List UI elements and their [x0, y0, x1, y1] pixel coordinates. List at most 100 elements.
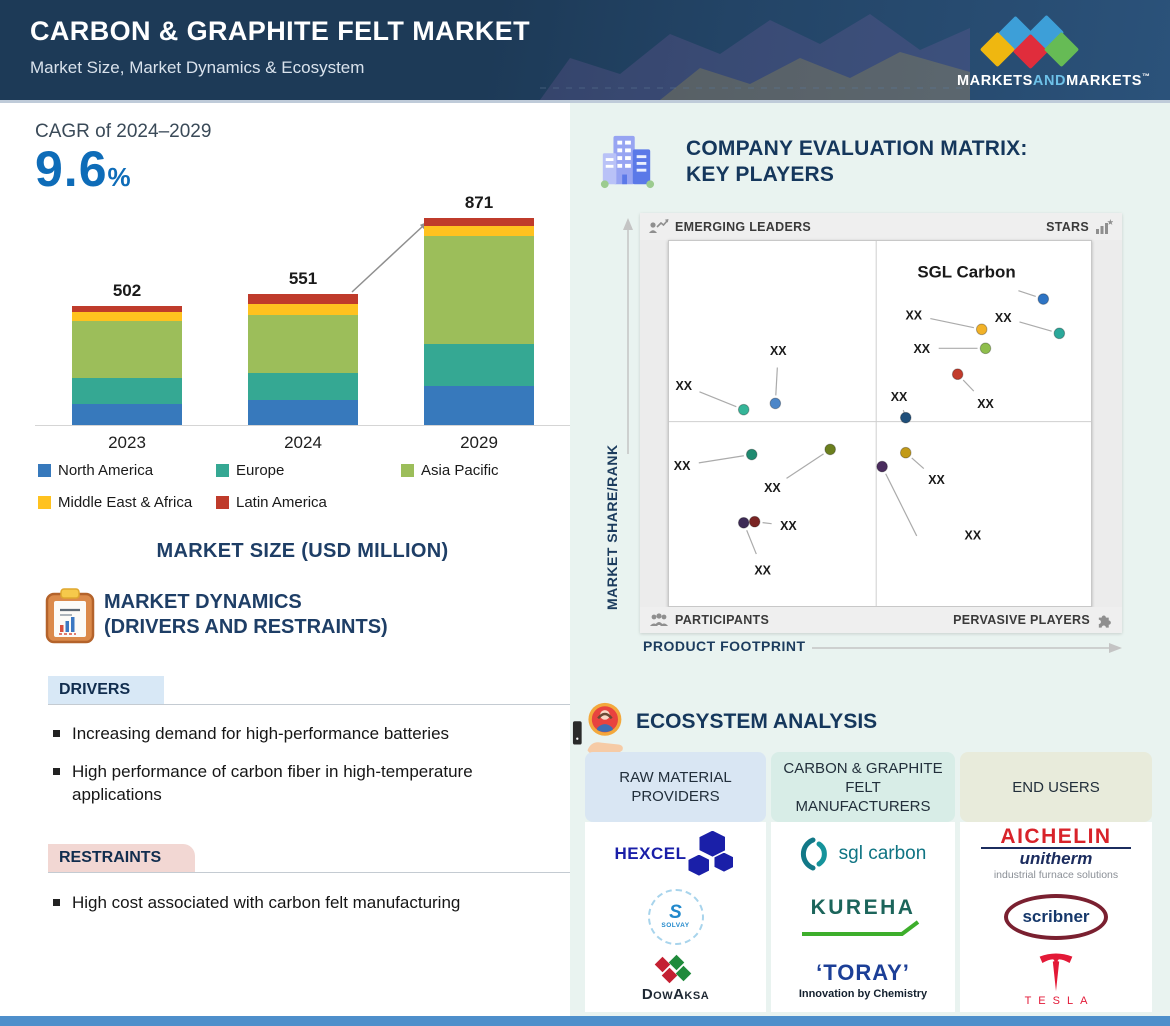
- cagr-label: CAGR of 2024–2029: [35, 121, 212, 142]
- legend-swatch: [216, 496, 229, 509]
- eco-header-raw-material-providers: RAW MATERIAL PROVIDERS: [585, 752, 766, 822]
- solvay-logo: S SOLVAY: [585, 885, 766, 948]
- matrix-point-xx: [769, 397, 782, 410]
- matrix-point-xx: [737, 403, 750, 416]
- matrix-point-label: XX: [780, 519, 797, 533]
- tesla-t-icon: [1039, 953, 1073, 992]
- matrix-point-xx: [951, 368, 964, 381]
- aichelin-logo: AICHELIN unitherm industrial furnace sol…: [960, 822, 1152, 885]
- matrix-point-label: XX: [913, 342, 930, 356]
- matrix-bottom-bar: PARTICIPANTS PERVASIVE PLAYERS: [640, 607, 1122, 633]
- x-axis-line: [35, 425, 570, 426]
- legend-swatch: [38, 496, 51, 509]
- eco-header-manufacturers: CARBON & GRAPHITE FELT MANUFACTURERS: [771, 752, 955, 822]
- market-size-bar-chart: 502 2023 551 2024 871 2029: [35, 193, 570, 457]
- segment-middle-east-africa: [72, 312, 182, 321]
- segment-latin-america: [72, 305, 182, 313]
- kureha-logo: KUREHA: [771, 885, 955, 948]
- segment-middle-east-africa: [248, 304, 358, 316]
- bar-total-label: 871: [464, 193, 494, 213]
- quadrant-label-stars: STARS: [1046, 219, 1089, 234]
- restraints-list: High cost associated with carbon felt ma…: [48, 891, 553, 929]
- stars-icon: ★: [1096, 219, 1113, 234]
- bar-2023: 502: [72, 281, 182, 425]
- matrix-point-label: XX: [770, 344, 787, 358]
- quadrant-label-pervasive-players: PERVASIVE PLAYERS: [953, 613, 1090, 627]
- driver-item: High performance of carbon fiber in high…: [48, 760, 553, 806]
- legend-item: Asia Pacific: [401, 462, 570, 479]
- dowaksa-logo: DowAksa: [585, 949, 766, 1012]
- matrix-point-sgl-carbon: [1037, 293, 1050, 305]
- chart-legend: North America Europe Asia Pacific Middle Ea…: [38, 462, 570, 511]
- legend-swatch: [38, 464, 51, 477]
- bar-2024: 551: [248, 269, 358, 425]
- drivers-tab-row: DRIVERS: [48, 676, 570, 705]
- bar-category-label: 2024: [284, 433, 322, 452]
- quadrant-label-emerging-leaders: EMERGING LEADERS: [675, 219, 812, 234]
- matrix-point-label: XX: [764, 481, 781, 495]
- logo-wordmark: MARKETSANDMARKETS™: [957, 72, 1151, 89]
- header: CARBON & GRAPHITE FELT MARKET Market Siz…: [0, 0, 1170, 103]
- buildings-icon: [600, 135, 655, 189]
- bar-category-label: 2029: [460, 433, 498, 452]
- matrix-point-label: XX: [675, 379, 692, 393]
- ecosystem-title: ECOSYSTEM ANALYSIS: [636, 710, 878, 733]
- eco-column-manufacturers: sgl carbon KUREHA ‘TORAY’ Innovation by …: [771, 822, 955, 1012]
- svg-text:★: ★: [1107, 219, 1113, 227]
- matrix-point-label: XX: [674, 459, 691, 473]
- segment-asia-pacific: [248, 315, 358, 374]
- sgl-carbon-logo: sgl carbon: [771, 822, 955, 885]
- x-axis-arrow: [812, 643, 1122, 653]
- hexcel-logo: HEXCEL: [585, 822, 766, 885]
- segment-europe: [72, 377, 182, 404]
- segment-north-america: [424, 386, 534, 425]
- puzzle-icon: [1098, 615, 1111, 628]
- legend-item: Europe: [216, 462, 401, 479]
- driver-item: Increasing demand for high-performance b…: [48, 722, 553, 745]
- restraints-tab-row: RESTRAINTS: [48, 844, 570, 873]
- matrix-point-xx: [748, 515, 761, 528]
- bar-total-label: 551: [288, 269, 318, 289]
- matrix-point-xx: [975, 323, 988, 336]
- bar-category-label: 2023: [108, 433, 146, 452]
- segment-north-america: [72, 403, 182, 425]
- dowaksa-diamonds: [654, 955, 696, 984]
- hexcel-hexagons: [688, 830, 736, 877]
- y-axis-arrow: [623, 218, 633, 454]
- matrix-point-xx: [979, 342, 992, 355]
- segment-latin-america: [248, 294, 358, 305]
- drivers-list: Increasing demand for high-performance b…: [48, 722, 553, 821]
- legend-swatch: [216, 464, 229, 477]
- segment-middle-east-africa: [424, 226, 534, 237]
- eco-column-end-users: AICHELIN unitherm industrial furnace sol…: [960, 822, 1152, 1012]
- eco-header-end-users: END USERS: [960, 752, 1152, 822]
- page-title: CARBON & GRAPHITE FELT MARKET: [30, 16, 531, 46]
- y-axis-label: MARKET SHARE/RANK: [604, 444, 620, 610]
- bar-2029: 871: [424, 193, 534, 425]
- bottom-accent-strip: [0, 1016, 1170, 1026]
- eco-column-raw-material-providers: HEXCEL S SOLVAY DowAksa: [585, 822, 766, 1012]
- segment-north-america: [248, 400, 358, 425]
- drivers-tab: DRIVERS: [48, 676, 165, 704]
- company-evaluation-matrix: EMERGING LEADERS STARS ★ SGL Carbon XX XX X…: [640, 213, 1122, 633]
- matrix-point-label: SGL Carbon: [917, 263, 1015, 282]
- market-dynamics-title: MARKET DYNAMICS (DRIVERS AND RESTRAINTS): [104, 591, 388, 638]
- matrix-point-xx: [876, 460, 888, 473]
- tesla-logo: TESLA: [960, 949, 1152, 1012]
- matrix-point-xx: [737, 516, 750, 529]
- sgl-brackets-icon: [800, 837, 827, 871]
- marketsandmarkets-logo: MARKETSANDMARKETS™: [957, 8, 1151, 92]
- legend-item: North America: [38, 462, 216, 479]
- segment-europe: [424, 343, 534, 386]
- page-subtitle: Market Size, Market Dynamics & Ecosystem: [30, 58, 365, 77]
- restraints-tab: RESTRAINTS: [48, 844, 196, 872]
- restraint-item: High cost associated with carbon felt ma…: [48, 891, 553, 914]
- chart-axis-title: MARKET SIZE (USD MILLION): [156, 540, 449, 562]
- matrix-point-xx: [899, 446, 912, 459]
- legend-swatch: [401, 464, 414, 477]
- clipboard-icon: [45, 588, 95, 644]
- header-background-chart: [540, 14, 970, 100]
- matrix-plot: SGL Carbon XX XX XX XX XX XX XX XX XX XX XX XX XX: [668, 240, 1092, 607]
- matrix-point-label: XX: [905, 309, 922, 323]
